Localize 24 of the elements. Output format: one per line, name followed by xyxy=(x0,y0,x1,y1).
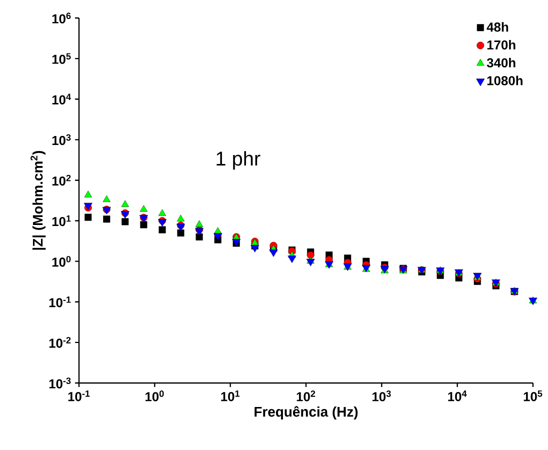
x-tick-label: 10$^{2}$ xyxy=(296,390,316,402)
x-tick-label: 10$^{3}$ xyxy=(372,390,391,402)
x-tick-label: 10$^{5}$ xyxy=(524,390,542,402)
legend-label: 340h xyxy=(486,58,516,68)
y-tick-label: 10$^{2}$ xyxy=(52,174,71,186)
x-axis-title: Frequência (Hz) xyxy=(254,406,358,420)
y-tick-label: 10$^{0}$ xyxy=(52,256,71,267)
x-tick-label: 10$^{4}$ xyxy=(448,390,467,402)
legend-label: 48h xyxy=(486,22,508,32)
y-tick-label: 10$^{1}$ xyxy=(52,215,71,226)
legend-label: 170h xyxy=(487,40,516,50)
y-tick-label: 10$^{4}$ xyxy=(52,94,71,104)
y-tick-label: 10$^{3}$ xyxy=(52,134,71,146)
x-tick-label: 10$^{-1}$ xyxy=(68,390,90,402)
y-tick-label: 10$^{-2}$ xyxy=(49,337,71,348)
y-tick-label: 10$^{-3}$ xyxy=(49,378,71,388)
x-tick-label: 10$^{0}$ xyxy=(146,390,164,402)
annotation: 1 phr xyxy=(216,151,260,170)
y-tick-label: 10$^{6}$ xyxy=(52,12,71,24)
y-tick-label: 10$^{5}$ xyxy=(52,53,71,64)
y-axis-title: |Z| (Mohm.cm$^{2}$) xyxy=(30,150,46,250)
x-tick-label: 10$^{1}$ xyxy=(221,390,240,402)
legend-label: 1080h xyxy=(487,76,522,86)
y-tick-label: 10$^{-1}$ xyxy=(49,296,71,308)
